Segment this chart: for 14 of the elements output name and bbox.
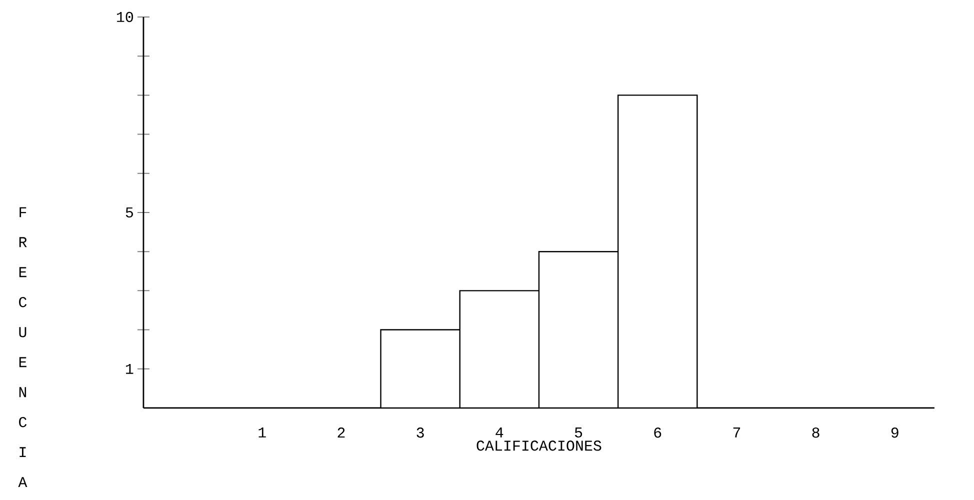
x-axis-title: CALIFICACIONES (476, 440, 602, 451)
y-tick-label: 5 (126, 207, 133, 218)
text: FRECUENCIA (18, 207, 28, 488)
x-tick-label: 1 (258, 428, 266, 438)
x-tick-label: 3 (416, 428, 424, 438)
x-tick-label: 4 (496, 428, 504, 438)
x-tick-label: 8 (812, 428, 820, 438)
x-tick-label: 6 (654, 428, 662, 438)
x-tick-label: 7 (733, 428, 740, 438)
y-tick-label: 1 (126, 364, 134, 374)
x-tick-label: 9 (891, 428, 898, 438)
x-tick-label: 2 (338, 428, 345, 438)
x-tick-label: 5 (574, 428, 582, 438)
y-tick-label: 10 (117, 12, 133, 22)
